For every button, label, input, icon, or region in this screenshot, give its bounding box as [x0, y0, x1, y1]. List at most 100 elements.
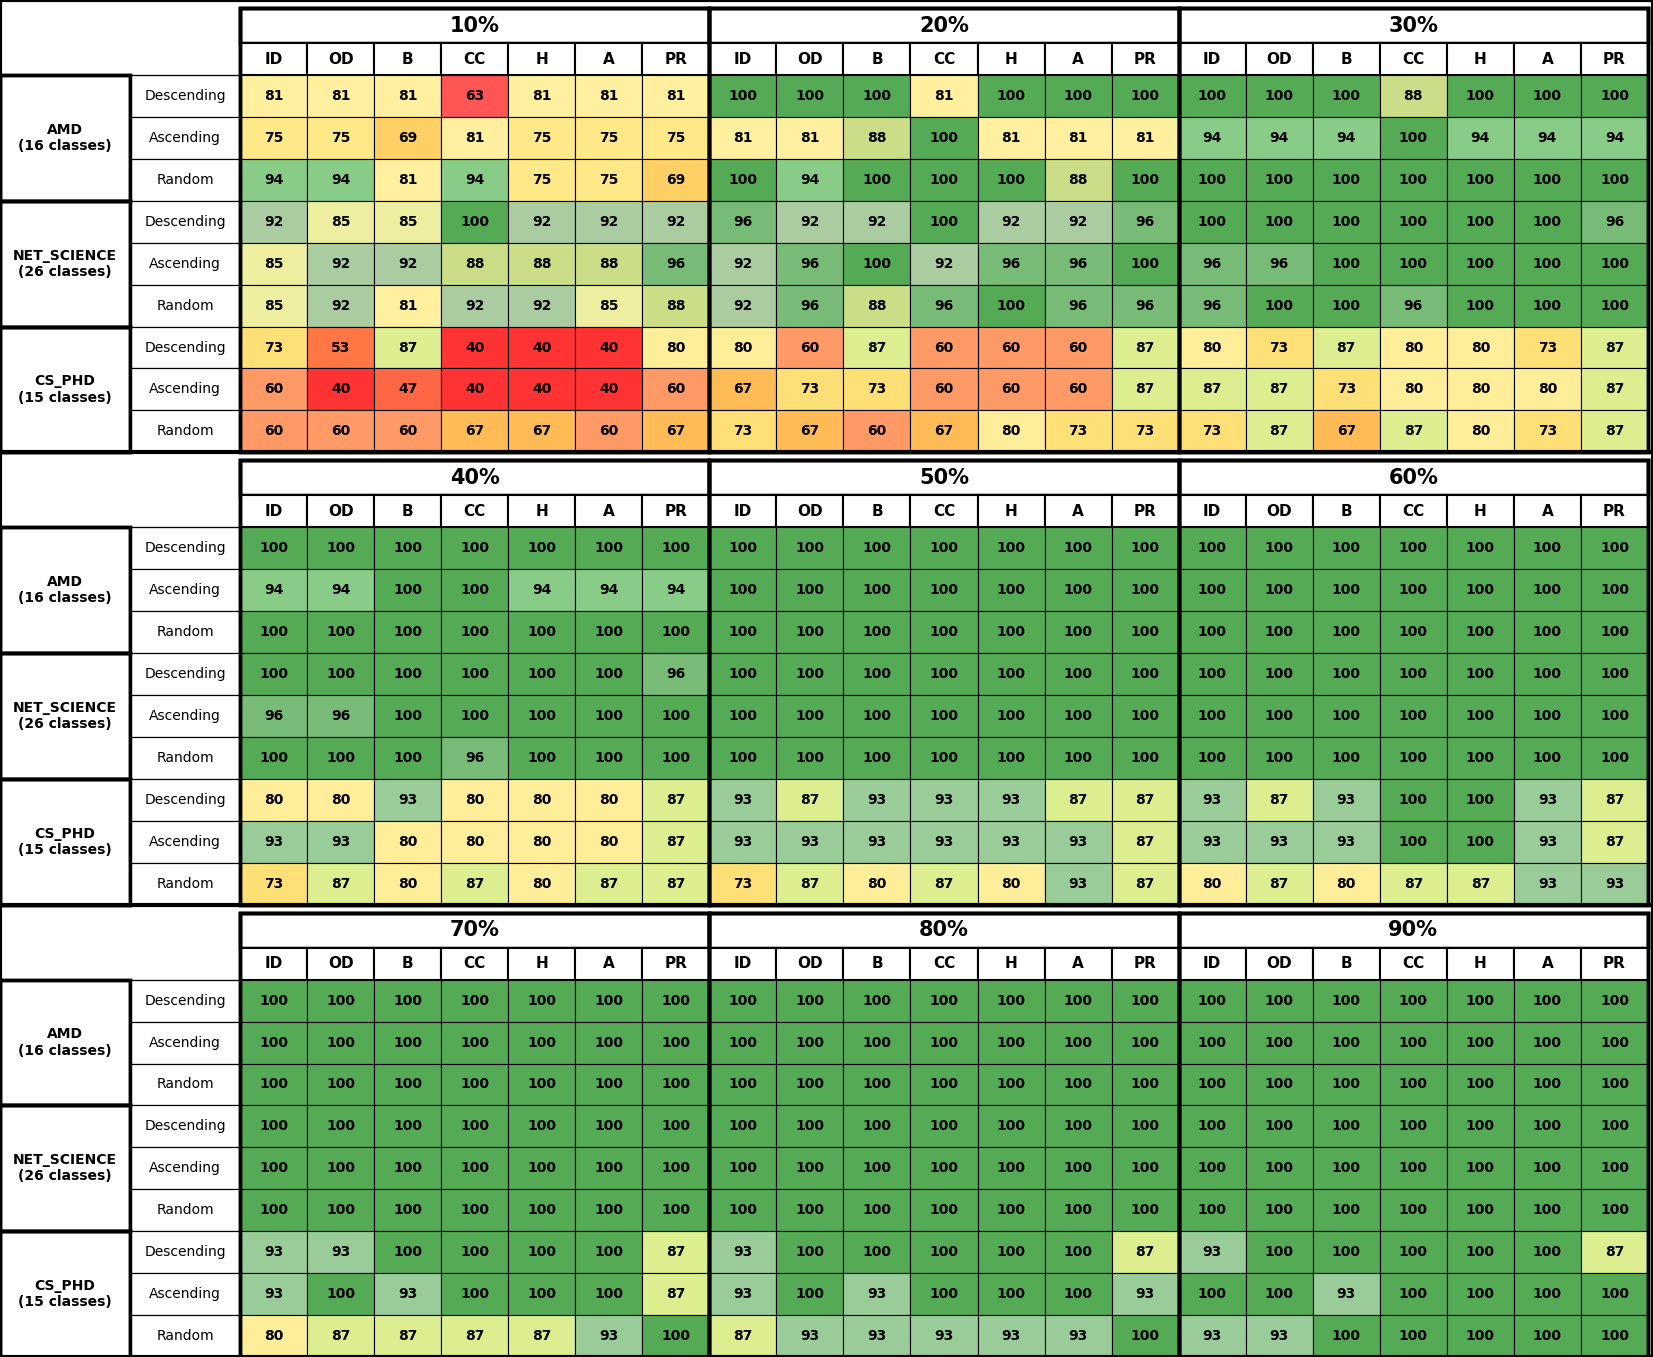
Bar — [709, 460, 1179, 495]
Bar — [977, 159, 1045, 201]
Text: H: H — [536, 957, 549, 972]
Bar — [1446, 611, 1514, 653]
Text: H: H — [1474, 52, 1486, 66]
Bar — [1045, 528, 1111, 569]
Text: 87: 87 — [1605, 383, 1625, 396]
Text: 100: 100 — [393, 1162, 422, 1175]
Bar — [307, 1315, 374, 1357]
Text: 100: 100 — [795, 708, 825, 723]
Bar — [1580, 569, 1648, 611]
Bar — [441, 980, 507, 1022]
Bar — [507, 1022, 575, 1064]
Bar — [977, 947, 1045, 980]
Bar — [507, 779, 575, 821]
Text: 100: 100 — [1063, 708, 1093, 723]
Text: 80: 80 — [598, 792, 618, 807]
Text: 100: 100 — [1398, 750, 1428, 765]
Text: 100: 100 — [1265, 1204, 1294, 1217]
Bar — [1514, 1148, 1580, 1189]
Bar — [307, 737, 374, 779]
Bar — [1312, 75, 1380, 117]
Text: 100: 100 — [795, 584, 825, 597]
Bar — [131, 75, 240, 117]
Bar — [1111, 410, 1179, 452]
Bar — [709, 159, 777, 201]
Bar — [441, 1106, 507, 1148]
Bar — [1312, 410, 1380, 452]
Bar — [240, 653, 307, 695]
Text: 93: 93 — [1002, 1329, 1020, 1343]
Text: PR: PR — [1134, 957, 1157, 972]
Bar — [441, 410, 507, 452]
Text: Random: Random — [155, 750, 213, 765]
Bar — [441, 569, 507, 611]
Text: 93: 93 — [398, 1286, 417, 1301]
Bar — [0, 779, 131, 905]
Text: 100: 100 — [393, 668, 422, 681]
Text: 100: 100 — [260, 1120, 288, 1133]
Text: ID: ID — [734, 957, 752, 972]
Text: 80: 80 — [1403, 383, 1423, 396]
Text: 100: 100 — [326, 1286, 355, 1301]
Bar — [441, 117, 507, 159]
Bar — [777, 1106, 843, 1148]
Bar — [1380, 653, 1446, 695]
Bar — [709, 1106, 777, 1148]
Bar — [374, 1231, 441, 1273]
Bar — [1312, 528, 1380, 569]
Bar — [709, 369, 777, 410]
Text: 100: 100 — [863, 256, 891, 270]
Text: 100: 100 — [326, 1204, 355, 1217]
Text: 20%: 20% — [919, 15, 969, 35]
Bar — [1446, 243, 1514, 285]
Text: A: A — [603, 503, 615, 518]
Text: 100: 100 — [1131, 1120, 1160, 1133]
Text: 100: 100 — [595, 1162, 623, 1175]
Text: 100: 100 — [1466, 584, 1494, 597]
Bar — [1246, 159, 1312, 201]
Bar — [507, 821, 575, 863]
Bar — [977, 779, 1045, 821]
Text: 96: 96 — [800, 299, 820, 312]
Bar — [1580, 1273, 1648, 1315]
Text: 80: 80 — [868, 877, 886, 890]
Text: PR: PR — [1603, 503, 1627, 518]
Text: 100: 100 — [729, 1077, 757, 1091]
Bar — [441, 201, 507, 243]
Text: H: H — [1005, 503, 1018, 518]
Text: 87: 87 — [598, 877, 618, 890]
Bar — [1246, 1022, 1312, 1064]
Text: 67: 67 — [934, 425, 954, 438]
Text: CS_PHD
(15 classes): CS_PHD (15 classes) — [18, 826, 112, 856]
Bar — [709, 947, 777, 980]
Bar — [240, 327, 307, 369]
Text: 100: 100 — [863, 90, 891, 103]
Text: 87: 87 — [666, 877, 686, 890]
Bar — [1514, 1064, 1580, 1106]
Text: 100: 100 — [795, 750, 825, 765]
Text: 100: 100 — [1532, 1204, 1562, 1217]
Bar — [977, 1273, 1045, 1315]
Text: 100: 100 — [661, 1204, 691, 1217]
Text: 94: 94 — [1270, 130, 1289, 145]
Bar — [307, 75, 374, 117]
Bar — [643, 159, 709, 201]
Bar — [507, 1148, 575, 1189]
Text: B: B — [871, 52, 883, 66]
Text: 100: 100 — [1198, 626, 1227, 639]
Bar — [1446, 1064, 1514, 1106]
Text: 100: 100 — [997, 90, 1025, 103]
Text: 100: 100 — [1332, 1162, 1360, 1175]
Text: 81: 81 — [666, 90, 686, 103]
Text: 81: 81 — [331, 90, 350, 103]
Text: 100: 100 — [795, 1246, 825, 1259]
Bar — [1580, 737, 1648, 779]
Bar — [1179, 410, 1246, 452]
Bar — [240, 1148, 307, 1189]
Text: H: H — [536, 503, 549, 518]
Bar — [1312, 821, 1380, 863]
Text: 60: 60 — [1068, 383, 1088, 396]
Bar — [507, 528, 575, 569]
Bar — [0, 1106, 131, 1231]
Text: 100: 100 — [729, 708, 757, 723]
